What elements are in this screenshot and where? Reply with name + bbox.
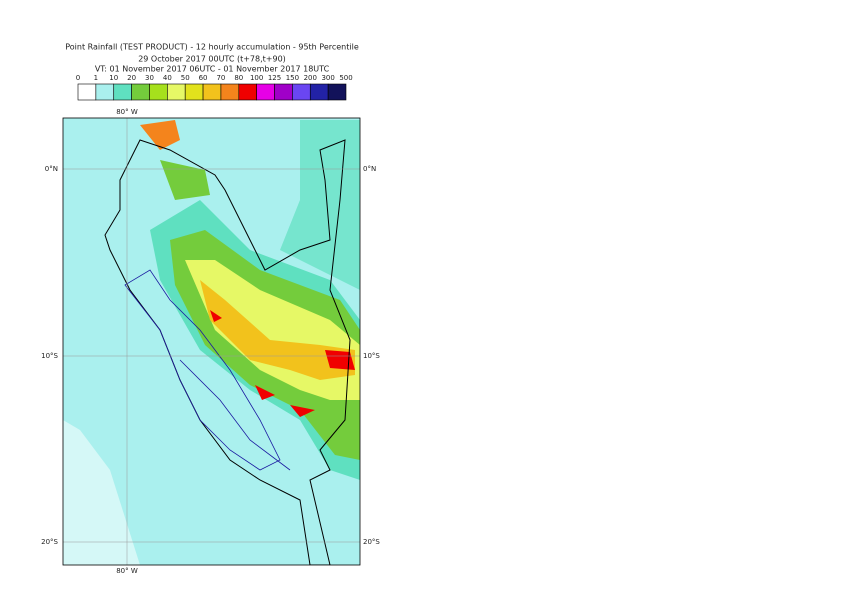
lon-label: 80° W [116, 108, 138, 116]
legend-label: 100 [250, 74, 263, 82]
province-borders [124, 269, 291, 471]
rain-band [200, 280, 355, 380]
legend-label: 60 [199, 74, 208, 82]
legend-label: 125 [268, 74, 281, 82]
legend-label: 1 [94, 74, 98, 82]
rain-core [140, 120, 180, 150]
legend-label: 70 [216, 74, 225, 82]
legend-swatch [220, 83, 240, 101]
lat-label: 10°S [363, 352, 380, 360]
rain-band [280, 120, 360, 290]
map-area [63, 118, 360, 565]
legend-label: 80 [234, 74, 243, 82]
legend-label: 10 [109, 74, 118, 82]
legend-swatch [292, 83, 311, 101]
lat-label: 0°N [45, 165, 58, 173]
title: Point Rainfall (TEST PRODUCT) - 12 hourl… [65, 43, 359, 52]
legend-swatch [184, 83, 204, 101]
legend-swatch [167, 83, 186, 101]
lat-label: 20°S [41, 538, 58, 546]
legend-swatch [256, 83, 275, 101]
legend-swatch [309, 83, 329, 101]
legend-label: 300 [321, 74, 334, 82]
legend-label: 200 [304, 74, 317, 82]
legend-label: 40 [163, 74, 172, 82]
lat-labels: 0°N 10°S 20°S 0°N 10°S 20°S [41, 165, 380, 546]
rain-band [160, 160, 210, 200]
map-frame [62, 117, 361, 566]
legend-swatch [327, 83, 347, 101]
subtitle: 29 October 2017 00UTC (t+78,t+90) [138, 55, 286, 64]
legend: 0 1 10 20 30 40 50 60 70 80 100 125 150 200 300 500 [76, 74, 353, 101]
lat-label: 0°N [363, 165, 376, 173]
legend-label: 20 [127, 74, 136, 82]
legend-swatch [77, 83, 97, 101]
valid-time: VT: 01 November 2017 06UTC - 01 November… [95, 65, 330, 74]
legend-swatch [113, 83, 132, 101]
legend-swatch [238, 83, 257, 101]
lon-label: 80° W [116, 567, 138, 575]
legend-swatch [95, 83, 115, 101]
legend-label: 500 [339, 74, 352, 82]
legend-swatch [202, 83, 222, 101]
lat-label: 20°S [363, 538, 380, 546]
lat-label: 10°S [41, 352, 58, 360]
legend-swatch [274, 83, 293, 101]
legend-swatch [149, 83, 168, 101]
legend-label: 0 [76, 74, 80, 82]
legend-swatch [131, 83, 150, 101]
legend-label: 150 [286, 74, 299, 82]
dry-area [63, 420, 140, 565]
legend-label: 50 [181, 74, 190, 82]
legend-label: 30 [145, 74, 154, 82]
